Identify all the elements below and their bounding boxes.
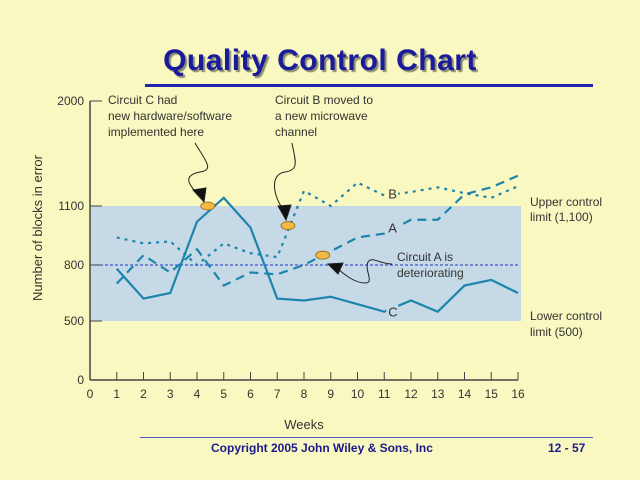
y-axis-label: Number of blocks in error [30, 154, 45, 301]
arrow-a-path [337, 259, 393, 284]
series-label-b: B [388, 187, 397, 202]
x-tick-label: 11 [378, 387, 391, 401]
x-tick-label: 5 [220, 387, 227, 401]
x-tick-label: 3 [167, 387, 174, 401]
x-tick-label: 16 [511, 387, 525, 401]
series-line-a [115, 174, 519, 287]
x-tick-label: 8 [301, 387, 308, 401]
copyright-text: Copyright 2005 John Wiley & Sons, Inc [211, 441, 433, 455]
series-label-c: C [388, 305, 397, 320]
x-tick-label: 9 [327, 387, 334, 401]
annotation-text: Circuit B moved to [275, 93, 373, 107]
footer-divider [140, 437, 593, 438]
series-line-c [115, 196, 519, 313]
x-tick-label: 1 [113, 387, 120, 401]
series-line-b [116, 181, 519, 267]
annotation-text: Circuit A is [397, 250, 453, 264]
title-divider [145, 84, 593, 87]
x-tick-label: 12 [404, 387, 418, 401]
event-marker-b [280, 221, 296, 231]
x-tick-label: 2 [140, 387, 147, 401]
annotation-text: deteriorating [397, 266, 464, 280]
y-tick-label: 2000 [57, 94, 84, 108]
page-number: 12 - 57 [548, 441, 586, 455]
event-marker-c [200, 201, 216, 211]
y-tick-label: 500 [64, 314, 84, 328]
annotation-text: new hardware/software [108, 109, 232, 123]
arrow-c-head [191, 187, 207, 204]
x-axis-label: Weeks [284, 417, 324, 432]
y-tick-label: 1100 [58, 199, 84, 213]
x-tick-label: 7 [274, 387, 281, 401]
annotation-text: channel [275, 125, 317, 139]
series-label-bg [386, 304, 399, 319]
series-label-bg [386, 186, 399, 201]
x-tick-label: 0 [87, 387, 94, 401]
annotation-text: a new microwave [275, 109, 368, 123]
x-tick-label: 10 [351, 387, 365, 401]
x-tick-label: 15 [485, 387, 499, 401]
slide-title: Quality Control Chart [163, 44, 477, 77]
series-lines: A B C [115, 174, 519, 320]
x-tick-label: 6 [247, 387, 254, 401]
event-markers [200, 201, 331, 260]
y-tick-label: 0 [77, 373, 84, 387]
series-label-bg [386, 220, 399, 235]
lcl-label: limit (500) [530, 325, 583, 339]
event-marker-a [315, 250, 331, 260]
arrow-b-path [274, 142, 296, 213]
x-tick-label: 13 [431, 387, 445, 401]
x-tick-label: 4 [194, 387, 201, 401]
annotation-arrows [188, 142, 393, 284]
x-tick-label: 14 [458, 387, 472, 401]
series-label-a: A [388, 221, 397, 236]
annotation-text: Circuit C had [108, 93, 177, 107]
ucl-label: Upper control [530, 195, 602, 209]
arrow-c-path [188, 142, 209, 197]
ucl-label: limit (1,100) [530, 210, 593, 224]
annotation-text: implemented here [108, 125, 204, 139]
arrow-a-head [326, 262, 344, 275]
y-tick-label: 800 [64, 258, 84, 272]
lcl-label: Lower control [530, 309, 602, 323]
arrow-b-head [277, 204, 292, 222]
